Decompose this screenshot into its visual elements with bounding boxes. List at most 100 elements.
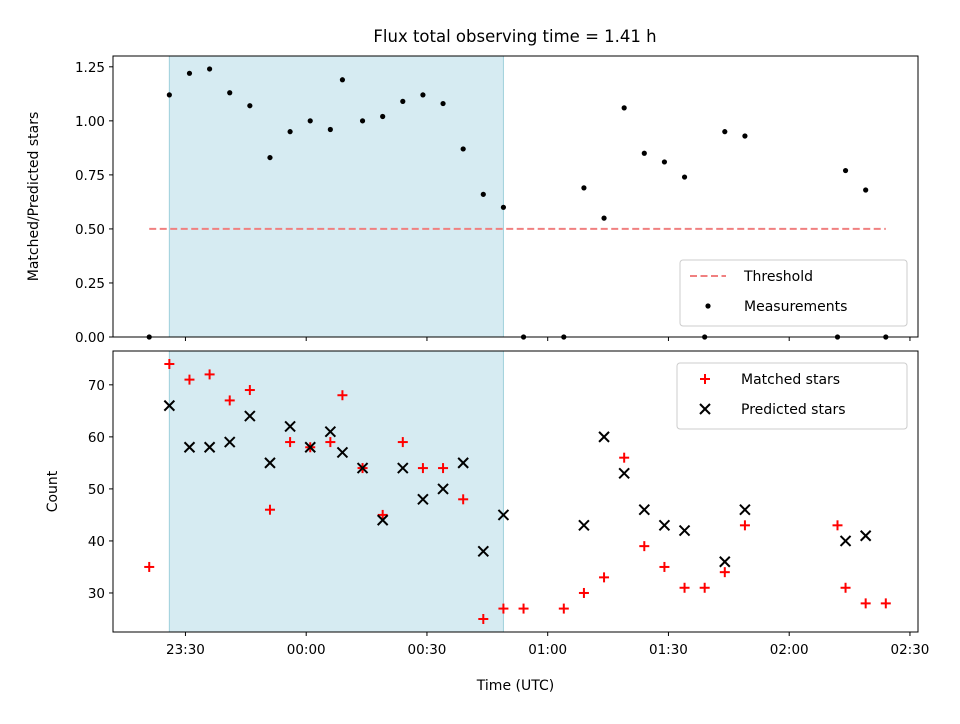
count-marks	[144, 359, 891, 624]
ratio-axes-frame	[112, 55, 919, 338]
predicted-star-point	[437, 483, 449, 495]
matched-star-point	[518, 603, 529, 614]
x-tick-label: 23:30	[166, 642, 205, 658]
ratio-y-axis-label: Matched/Predicted stars	[26, 112, 42, 282]
measurement-point	[581, 185, 587, 191]
matched-star-point	[144, 561, 155, 572]
legend-plus-swatch	[700, 374, 710, 384]
measurement-point	[661, 159, 668, 165]
measurement-point	[742, 133, 748, 139]
ratio-y-tick-label: 0.50	[75, 222, 105, 238]
matched-star-point	[164, 359, 175, 370]
measurement-point	[227, 90, 233, 96]
predicted-star-point	[183, 441, 196, 453]
predicted-star-point	[203, 441, 216, 453]
observing-span	[168, 350, 504, 633]
measurement-point	[267, 154, 273, 161]
measurement-point	[842, 167, 849, 174]
matched-star-point	[860, 598, 871, 609]
x-tick-label: 00:00	[287, 642, 326, 658]
measurement-point	[641, 150, 647, 156]
count-y-tick-label: 70	[88, 378, 105, 394]
predicted-star-point	[719, 556, 731, 568]
predicted-star-point	[638, 504, 651, 516]
x-tick-label: 01:00	[528, 642, 567, 658]
predicted-star-point	[839, 535, 852, 547]
measurement-point	[863, 187, 869, 193]
x-tick-label: 02:30	[890, 642, 929, 658]
predicted-star-point	[397, 462, 409, 474]
legend-label: Predicted stars	[741, 402, 846, 418]
legend-label: Measurements	[744, 299, 847, 315]
predicted-star-point	[324, 425, 337, 438]
measurement-point	[460, 146, 466, 152]
measurement-point	[400, 98, 406, 104]
measurement-point	[440, 100, 446, 107]
ratio-y-tick-label: 0.25	[75, 276, 105, 292]
legend-x-swatch	[699, 403, 711, 415]
observing-span	[168, 55, 504, 338]
matched-star-point	[558, 603, 569, 614]
count-y-axis-label: Count	[45, 470, 61, 512]
matched-star-point	[184, 374, 195, 385]
predicted-star-point	[244, 410, 256, 422]
count-y-tick-label: 40	[88, 534, 105, 550]
measurement-point	[500, 204, 507, 210]
ratio-legend: Threshold Measurements	[679, 259, 908, 327]
matched-star-point	[337, 390, 348, 401]
predicted-star-point	[618, 467, 630, 479]
matched-star-point	[880, 598, 891, 609]
matched-star-point	[659, 561, 670, 572]
legend-label: Threshold	[743, 269, 813, 285]
predicted-star-point	[477, 545, 490, 558]
measurement-point	[186, 70, 193, 76]
predicted-star-point	[224, 436, 236, 448]
predicted-star-point	[739, 504, 751, 516]
predicted-star-point	[284, 420, 296, 433]
legend-box	[676, 362, 908, 430]
count-y-tick-label: 30	[88, 586, 105, 602]
measurement-point	[621, 105, 627, 111]
count-y-tick-label: 50	[88, 482, 105, 498]
legend-dot-swatch	[705, 303, 711, 309]
ratio-x-ticks	[184, 337, 911, 341]
x-tick-label: 00:30	[407, 642, 446, 658]
matched-star-point	[599, 572, 610, 583]
measurement-point	[722, 129, 728, 135]
measurement-point	[307, 118, 313, 124]
measurement-point	[207, 66, 213, 72]
measurement-point	[287, 129, 293, 135]
matched-star-point	[840, 582, 851, 593]
matched-star-point	[719, 567, 730, 578]
matched-star-point	[498, 603, 509, 614]
measurement-point	[601, 215, 607, 221]
ratio-y-tick-label: 0.75	[75, 168, 105, 184]
predicted-star-point	[163, 399, 176, 412]
measurement-point	[420, 92, 426, 98]
predicted-star-point	[376, 514, 389, 526]
measurement-point	[380, 113, 386, 120]
matched-star-point	[244, 385, 255, 396]
x-tick-label: 01:30	[649, 642, 688, 658]
x-axis-label: Time (UTC)	[476, 678, 554, 694]
measurement-point	[339, 77, 346, 83]
ratio-marks	[146, 66, 889, 340]
matched-star-point	[204, 369, 215, 380]
measurement-point	[480, 191, 486, 197]
matched-star-point	[325, 437, 336, 448]
matched-star-point	[699, 582, 710, 593]
matched-star-point	[619, 452, 630, 463]
ratio-y-tick-label: 1.00	[75, 114, 105, 130]
matched-star-point	[578, 587, 589, 598]
legend-box	[679, 259, 908, 327]
matched-star-point	[458, 494, 469, 505]
measurement-point	[166, 92, 172, 98]
count-y-ticks: 30 40 50 60 70	[88, 378, 113, 602]
measurement-point	[327, 126, 333, 133]
x-tick-label: 02:00	[770, 642, 809, 658]
matched-star-point	[478, 613, 489, 624]
count-axes-frame	[112, 350, 919, 633]
count-legend: Matched stars Predicted stars	[676, 362, 908, 430]
matched-star-point	[739, 520, 750, 531]
